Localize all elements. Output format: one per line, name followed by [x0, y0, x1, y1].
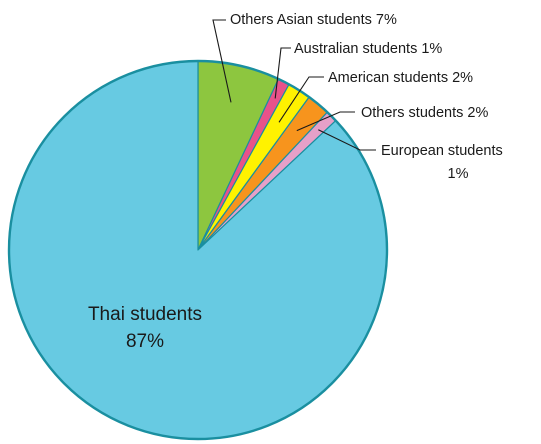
slice-label-others-asian-students: Others Asian students 7% — [230, 12, 397, 28]
leader-line-american-students — [278, 76, 324, 123]
slice-label-australian-students: Australian students 1% — [294, 41, 442, 57]
slice-label-thai-students: Thai students — [88, 304, 202, 325]
pie-border — [7, 59, 389, 441]
label-leaders — [212, 19, 376, 151]
leader-line-others-students — [296, 111, 355, 132]
slice-labels: Others Asian students 7% Australian stude… — [88, 12, 503, 352]
slice-label-thai-students-line-2: 87% — [126, 331, 164, 352]
leader-line-australian-students — [274, 47, 291, 99]
slice-label-american-students: American students 2% — [328, 70, 473, 86]
slice-label-european-students-line-2: 1% — [448, 166, 469, 182]
leader-line-others-asian-students — [212, 19, 232, 103]
leader-line-european-students — [318, 129, 376, 151]
slice-label-european-students: European students — [381, 143, 503, 159]
pie-slices — [8, 60, 388, 440]
slice-label-others-students: Others students 2% — [361, 105, 488, 121]
